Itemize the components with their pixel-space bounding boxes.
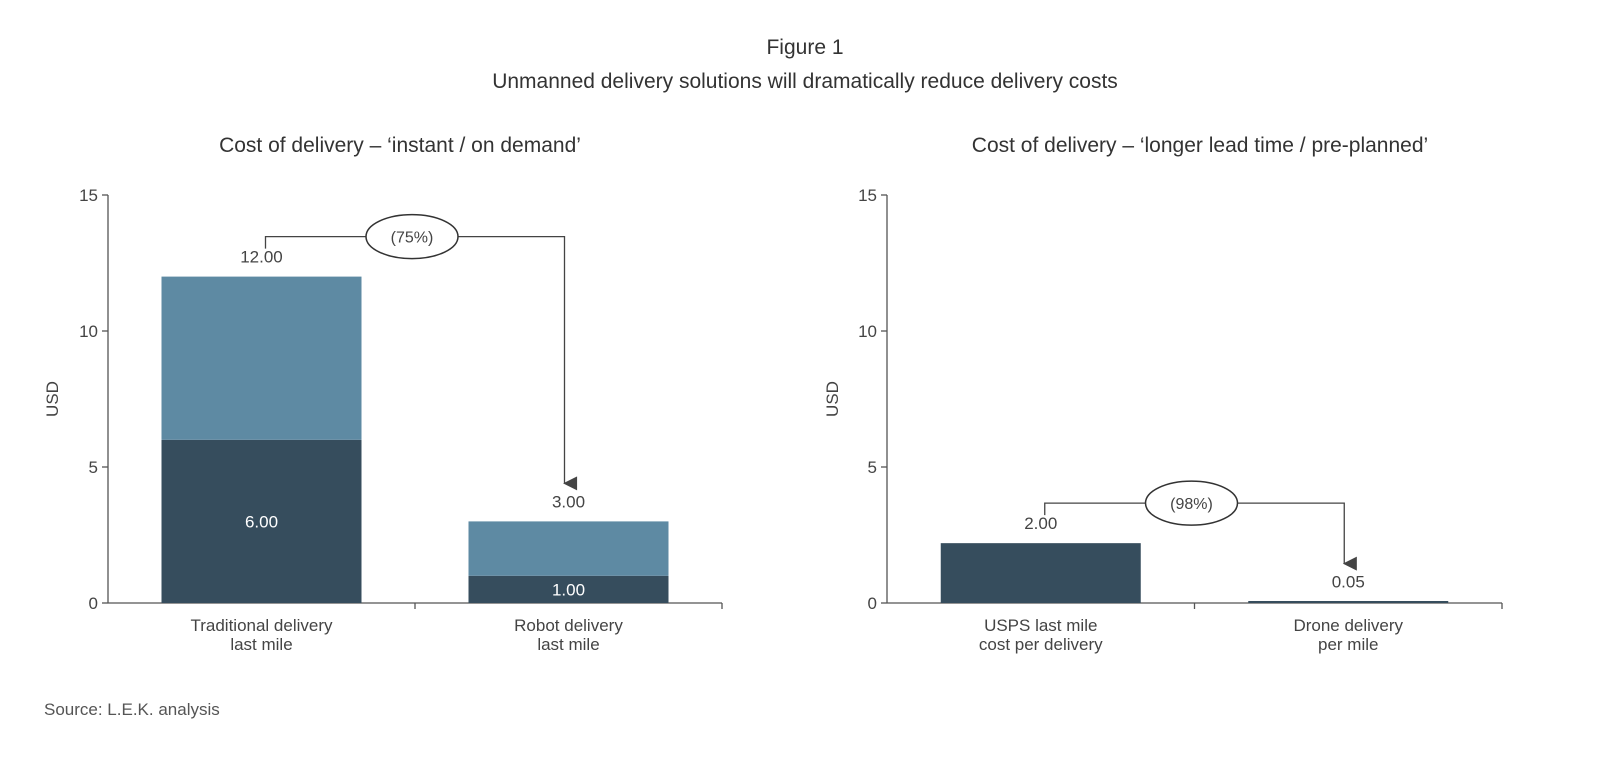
bar-total-label: 2.00 [1024,514,1057,533]
x-tick-label-line: USPS last mile [984,616,1097,635]
bar [468,575,669,603]
bar-total-label: 0.05 [1332,573,1365,592]
x-tick-label: USPS last mile cost per delivery [979,616,1103,654]
y-tick-label: 0 [868,594,877,613]
reduction-badge [365,213,459,260]
bar [1248,601,1449,603]
x-tick-label-line: last mile [537,635,599,654]
y-tick-label: 15 [79,186,98,205]
y-tick-label: 0 [89,594,98,613]
bar-total-label: 12.00 [240,248,283,267]
figure-subtitle: Unmanned delivery solutions will dramati… [492,70,1118,93]
x-tick-label-line: per mile [1318,635,1378,654]
y-axis-label: USD [823,381,842,417]
x-tick-label: Drone delivery per mile [1293,616,1403,654]
reduction-badge [1144,480,1239,526]
y-tick-label: 10 [79,322,98,341]
bar [161,276,362,440]
chart-title-instant: Cost of delivery – ‘instant / on demand’ [219,134,581,157]
y-tick-label: 5 [89,458,98,477]
chart-1: 0 5 10 15 USD USPS last mile cost per delivery… [823,186,1503,654]
reduction-label: (98%) [1170,496,1213,513]
x-tick-label-line: Drone delivery [1293,616,1403,635]
bar-value-label: 6.00 [245,512,278,531]
figure-label: Figure 1 [766,36,844,59]
bar-value-label: 1.00 [552,580,585,599]
x-tick-label-line: last mile [230,635,292,654]
y-axis-label: USD [43,381,62,417]
bar [161,439,362,603]
bar [468,521,669,576]
y-tick-label: 10 [858,322,877,341]
chart-title-preplanned: Cost of delivery – ‘longer lead time / p… [971,134,1429,157]
x-tick-label-line: Traditional delivery [190,616,333,635]
x-tick-label-line: Robot delivery [514,616,623,635]
x-tick-label-line: cost per delivery [979,635,1103,654]
y-tick-label: 15 [858,186,877,205]
x-tick-label: Robot delivery last mile [514,616,623,654]
bar [940,543,1141,603]
reduction-label: (75%) [391,230,434,247]
x-tick-label: Traditional delivery last mile [190,616,333,654]
y-tick-label: 5 [868,458,877,477]
source-note: Source: L.E.K. analysis [44,700,220,719]
bar-total-label: 3.00 [552,492,585,511]
